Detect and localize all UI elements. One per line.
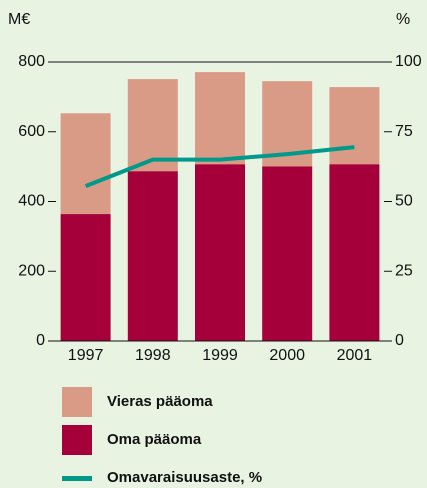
y2-tick-label: 25 — [395, 262, 413, 279]
bar-segment — [127, 79, 178, 172]
bar-segment — [195, 72, 245, 165]
y2-unit: % — [396, 11, 410, 28]
legend-swatch — [62, 425, 92, 455]
y2-tick-label: 100 — [395, 53, 422, 70]
x-tick-label: 2001 — [337, 347, 373, 364]
x-tick-label: 1999 — [202, 347, 238, 364]
bar-segment — [329, 87, 380, 165]
y-tick-label: 800 — [18, 53, 45, 70]
y-tick-label: 600 — [18, 123, 45, 140]
y-unit: M€ — [8, 11, 30, 28]
legend-label: Oma pääoma — [107, 431, 202, 448]
x-tick-label: 1997 — [68, 347, 104, 364]
y-tick-label: 200 — [18, 262, 45, 279]
x-tick-label: 1998 — [135, 347, 171, 364]
y2-tick-label: 0 — [395, 332, 404, 349]
bar-segment — [195, 164, 245, 341]
bar-segment — [262, 166, 313, 341]
bar-segment — [60, 113, 111, 215]
y-tick-label: 0 — [36, 332, 45, 349]
y2-tick-label: 75 — [395, 123, 413, 140]
bar-segment — [127, 171, 178, 341]
x-tick-label: 2000 — [269, 347, 305, 364]
line-series — [84, 145, 355, 189]
legend-label: Omavaraisuusaste, % — [107, 469, 262, 486]
legend-swatch — [62, 387, 92, 417]
y-tick-label: 400 — [18, 193, 45, 210]
y2-tick-label: 50 — [395, 193, 413, 210]
legend-label: Vieras pääoma — [107, 393, 213, 410]
legend-swatch — [62, 476, 92, 481]
bar-segment — [329, 164, 380, 341]
bar-segment — [60, 214, 111, 341]
